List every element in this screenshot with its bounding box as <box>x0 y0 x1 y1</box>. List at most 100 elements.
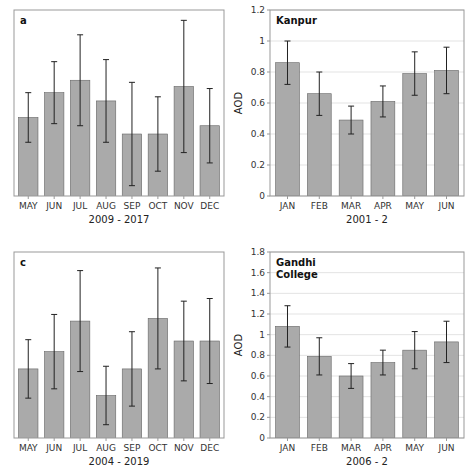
panel-label-line: a <box>20 15 27 26</box>
x-tick <box>106 196 107 199</box>
error-cap <box>444 321 450 322</box>
error-cap <box>25 142 31 143</box>
x-tick <box>319 196 320 199</box>
error-cap <box>51 388 57 389</box>
x-tick <box>157 196 158 199</box>
x-tick <box>131 438 132 441</box>
error-stem <box>80 271 81 372</box>
error-bar <box>444 321 450 362</box>
error-cap <box>181 20 187 21</box>
error-cap <box>51 123 57 124</box>
x-tick <box>54 438 55 441</box>
x-tick-label: MAR <box>341 201 361 211</box>
error-stem <box>446 47 447 93</box>
x-tick-label: SEP <box>124 443 141 453</box>
x-tick-label: NOV <box>174 201 195 211</box>
y-tick <box>267 196 270 197</box>
x-tick-label: MAY <box>405 201 424 211</box>
error-stem <box>351 364 352 389</box>
error-cap <box>103 59 109 60</box>
x-axis-label: 2009 - 2017 <box>89 214 150 225</box>
marks <box>276 41 459 196</box>
x-tick <box>80 196 81 199</box>
x-tick-label: APR <box>374 201 392 211</box>
error-stem <box>209 89 210 163</box>
error-stem <box>157 268 158 369</box>
error-bar <box>77 271 83 372</box>
error-cap <box>284 305 290 306</box>
error-bar <box>51 62 57 124</box>
error-cap <box>155 368 161 369</box>
x-tick <box>287 196 288 199</box>
x-tick-label: MAY <box>19 201 38 211</box>
error-bar <box>284 41 290 84</box>
x-tick-label: SEP <box>124 201 141 211</box>
error-cap <box>444 93 450 94</box>
y-tick-label: 0.6 <box>251 371 266 381</box>
error-stem <box>446 321 447 362</box>
x-tick-label: MAY <box>19 443 38 453</box>
y-tick-label: 0.6 <box>251 98 266 108</box>
error-cap <box>51 314 57 315</box>
error-stem <box>382 86 383 117</box>
y-tick-label: 0.8 <box>251 67 266 77</box>
error-stem <box>287 306 288 347</box>
x-axis-label: 2004 - 2019 <box>89 456 150 467</box>
y-tick <box>267 376 270 377</box>
panel-label: GandhiCollege <box>276 257 318 280</box>
error-cap <box>129 185 135 186</box>
error-stem <box>414 52 415 95</box>
error-stem <box>28 93 29 143</box>
x-tick <box>157 438 158 441</box>
x-axis-label: 2001 - 2 <box>346 214 388 225</box>
error-bar <box>380 86 386 117</box>
error-stem <box>157 97 158 171</box>
x-tick-label: AUG <box>96 201 116 211</box>
x-tick-label: JUN <box>438 443 455 453</box>
error-bar <box>181 20 187 152</box>
error-cap <box>207 298 213 299</box>
grid-line <box>270 293 464 294</box>
error-bar <box>444 47 450 93</box>
plot-frame <box>270 10 464 196</box>
y-tick <box>267 272 270 273</box>
error-cap <box>380 350 386 351</box>
error-stem <box>106 60 107 143</box>
error-stem <box>131 82 132 185</box>
y-tick <box>267 334 270 335</box>
error-stem <box>28 340 29 398</box>
x-tick-label: JUN <box>45 443 62 453</box>
x-tick-label: NOV <box>174 443 195 453</box>
y-tick-label: 0.4 <box>251 129 266 139</box>
x-tick <box>28 196 29 199</box>
error-cap <box>77 371 83 372</box>
error-cap <box>181 301 187 302</box>
x-tick-label: JUN <box>45 201 62 211</box>
x-tick-label: JUL <box>72 201 87 211</box>
x-tick <box>183 196 184 199</box>
marks <box>276 306 459 438</box>
error-bar <box>129 82 135 185</box>
panel-label: a <box>20 15 27 26</box>
error-cap <box>348 388 354 389</box>
error-bar <box>155 97 161 171</box>
plot-frame <box>14 10 224 196</box>
plot-frame <box>270 252 464 438</box>
panel-label-line: Kanpur <box>276 15 317 26</box>
x-tick <box>414 196 415 199</box>
y-tick <box>267 438 270 439</box>
error-stem <box>183 301 184 381</box>
error-stem <box>351 106 352 134</box>
error-bar <box>316 72 322 115</box>
error-cap <box>25 398 31 399</box>
y-tick-label: 1.2 <box>251 5 265 15</box>
error-stem <box>319 72 320 115</box>
y-tick <box>267 314 270 315</box>
error-cap <box>284 84 290 85</box>
figure: MAYJUNJULAUGSEPOCTNOVDEC2009 - 2017aJANF… <box>0 0 474 474</box>
plot-frame <box>14 252 224 438</box>
y-tick <box>267 10 270 11</box>
error-bar <box>316 338 322 375</box>
error-cap <box>77 34 83 35</box>
error-bar <box>207 89 213 163</box>
